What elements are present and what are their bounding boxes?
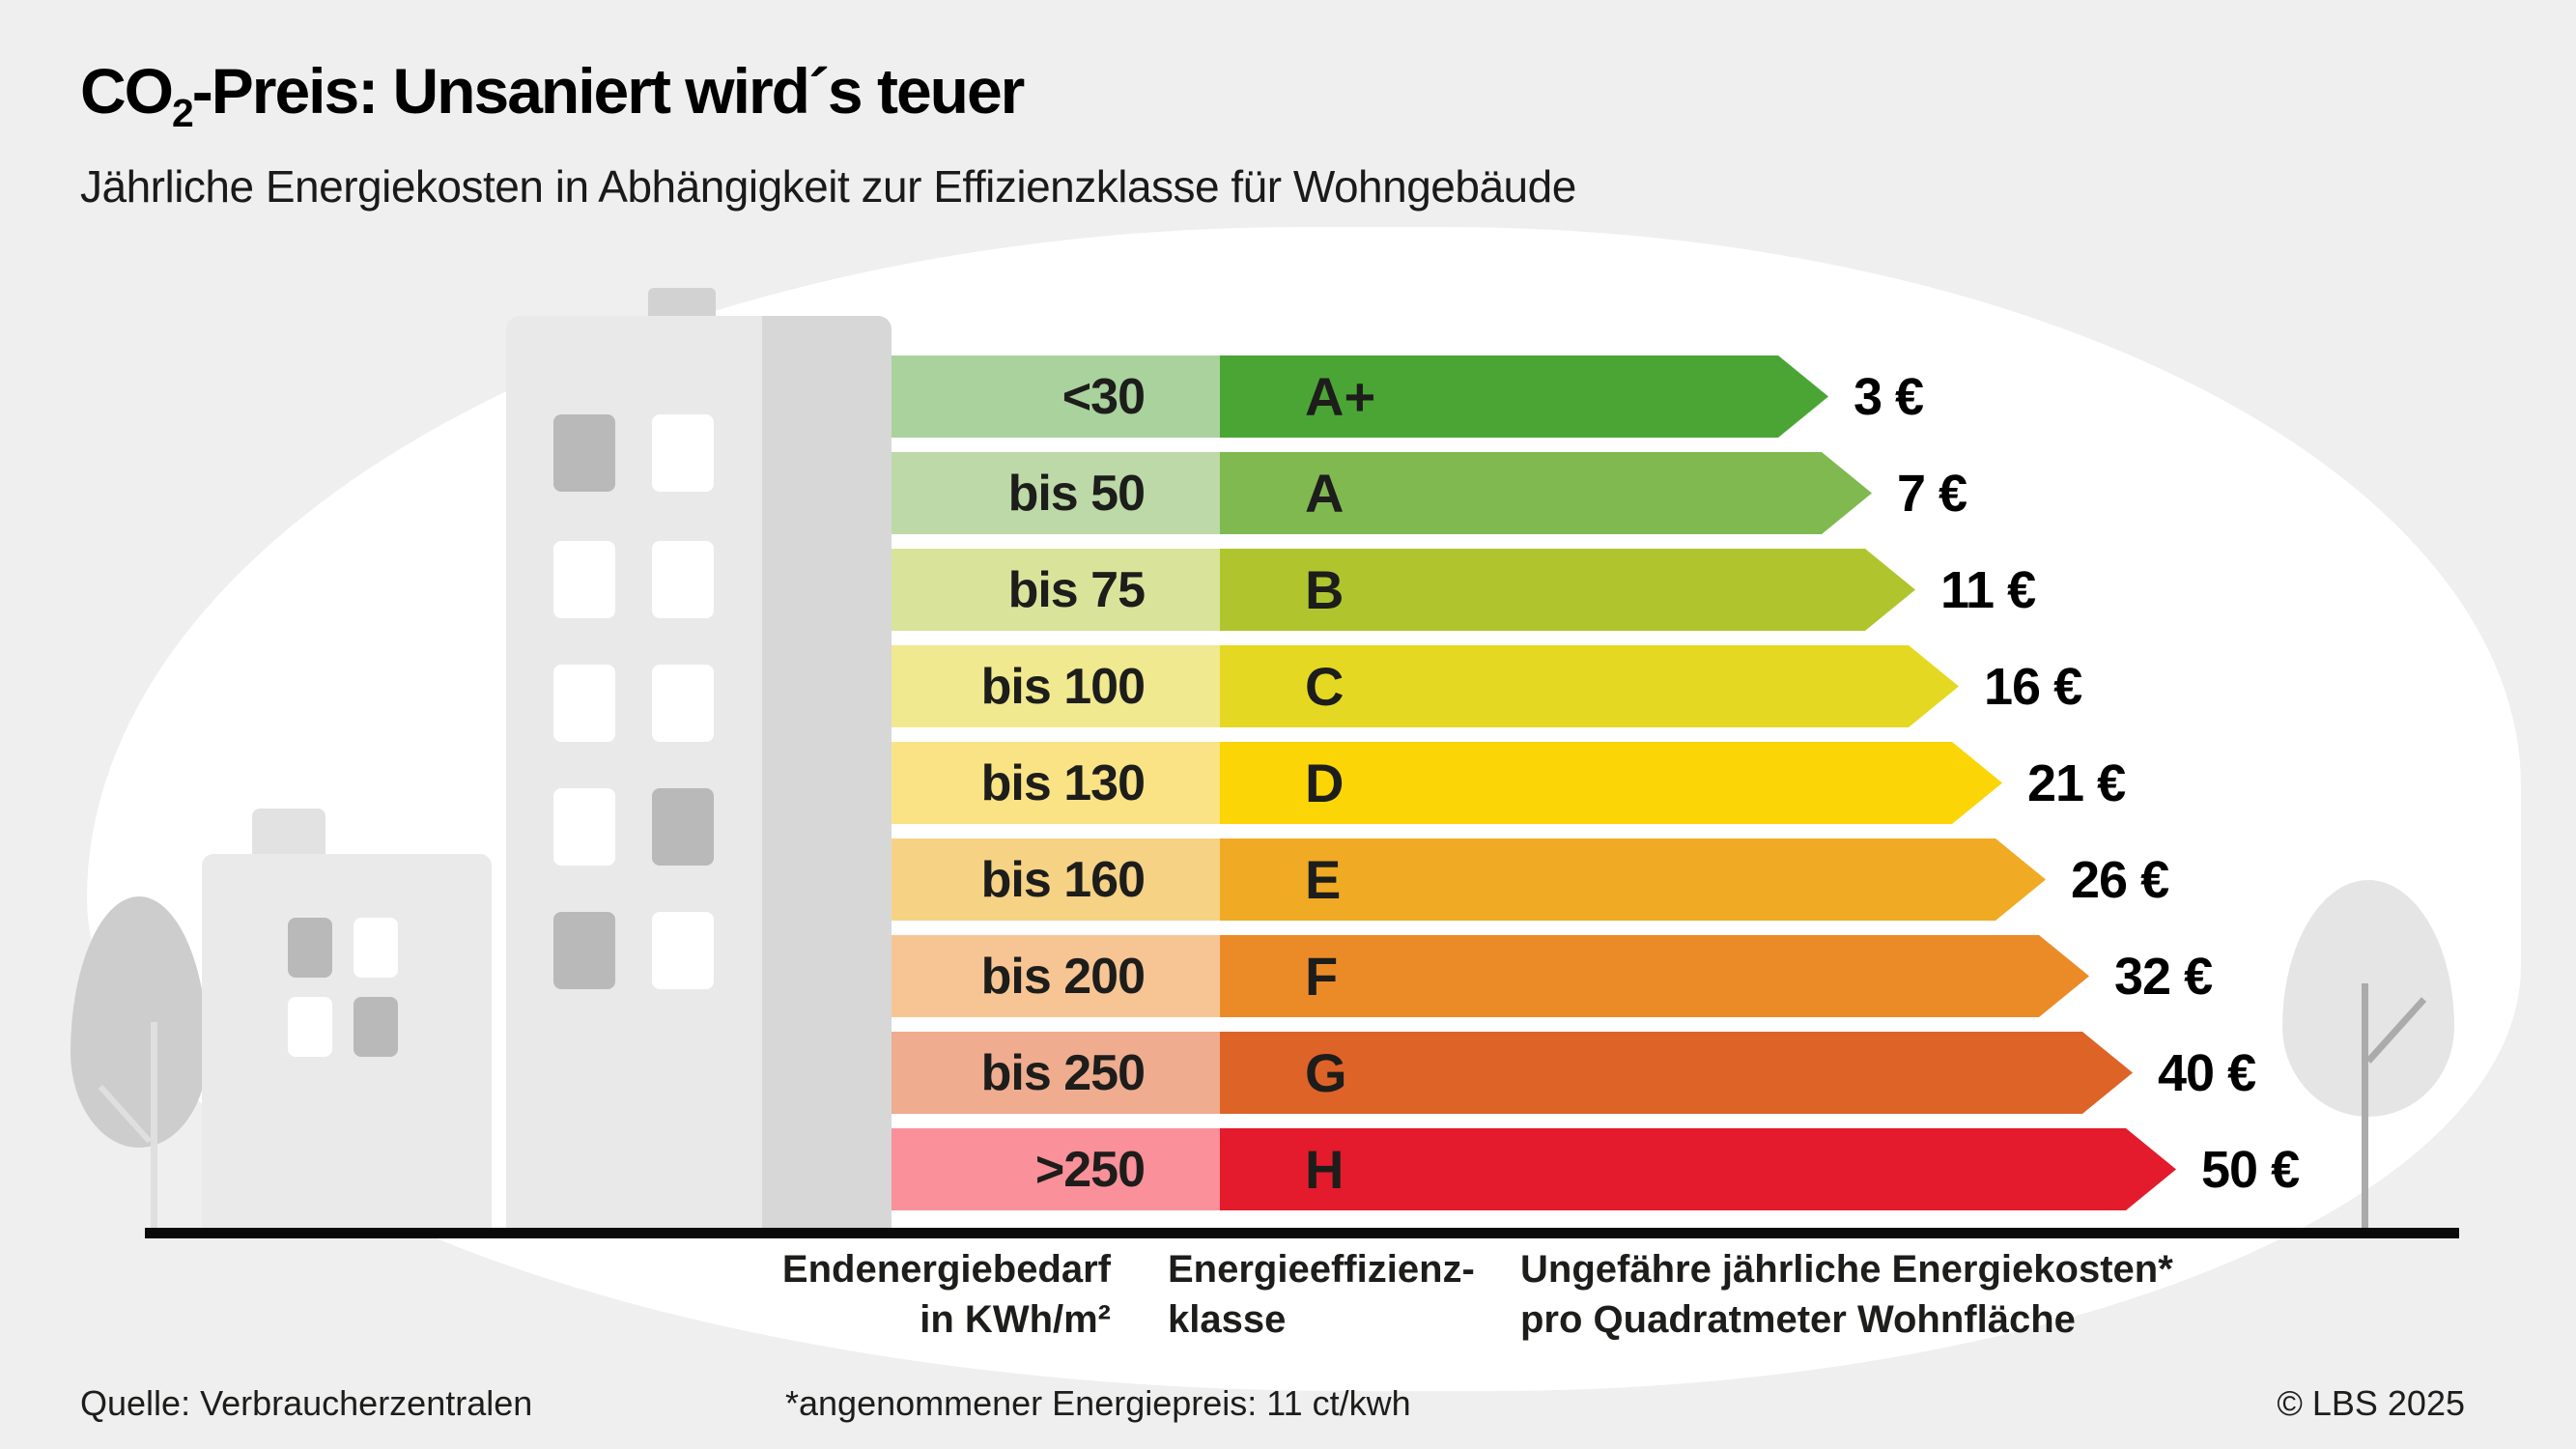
tree-right-trunk (2362, 983, 2368, 1234)
column-header-demand-line2: in KWh/m² (920, 1298, 1111, 1341)
window (652, 414, 714, 492)
window (354, 918, 398, 978)
tall-building-chimney (648, 288, 716, 319)
column-header-cost-line1: Ungefähre jährliche Energiekosten* (1520, 1248, 2173, 1291)
window (553, 541, 615, 618)
cost-label: 11 € (1940, 560, 2036, 619)
title-co: CO (80, 55, 174, 127)
cost-label: 7 € (1897, 464, 1967, 523)
price-assumption-note: *angenommener Energiepreis: 11 ct/kwh (785, 1383, 1411, 1423)
cost-label: 50 € (2201, 1140, 2300, 1199)
class-arrow: A+ (1220, 355, 1828, 438)
window (652, 665, 714, 742)
class-arrow: D (1220, 742, 2002, 824)
window (652, 912, 714, 989)
class-arrow: G (1220, 1032, 2133, 1114)
title-rest: -Preis: Unsaniert wird´s teuer (191, 55, 1026, 127)
window (553, 788, 615, 866)
title-subscript: 2 (172, 91, 194, 136)
column-header-demand: Endenergiebedarf in KWh/m² (676, 1244, 1111, 1345)
window (288, 997, 332, 1057)
cost-label: 40 € (2158, 1043, 2256, 1102)
window (553, 414, 615, 492)
window (553, 912, 615, 989)
demand-cell: bis 250 (892, 1032, 1220, 1114)
window (354, 997, 398, 1057)
cost-label: 21 € (2027, 753, 2126, 812)
column-header-demand-line1: Endenergiebedarf (781, 1248, 1111, 1291)
class-arrow: C (1220, 645, 1959, 727)
small-building-icon (202, 854, 492, 1234)
column-header-class-line2: klasse (1168, 1298, 1287, 1341)
cost-label: 3 € (1854, 367, 1924, 426)
tree-right-icon (2282, 880, 2454, 1117)
tree-left-icon (71, 896, 208, 1148)
cost-label: 26 € (2071, 850, 2169, 909)
class-arrow: F (1220, 935, 2089, 1017)
window (652, 788, 714, 866)
column-header-class-line1: Energieeffizienz- (1168, 1248, 1475, 1291)
class-arrow: B (1220, 549, 1915, 631)
ground-line (145, 1228, 2459, 1238)
small-building-chimney (252, 809, 326, 857)
demand-cell: bis 50 (892, 452, 1220, 534)
class-arrow: H (1220, 1128, 2176, 1210)
cost-label: 32 € (2114, 947, 2213, 1006)
tree-left-trunk (151, 1022, 157, 1234)
demand-cell: bis 75 (892, 549, 1220, 631)
demand-cell: bis 200 (892, 935, 1220, 1017)
demand-cell: <30 (892, 355, 1220, 438)
window (553, 665, 615, 742)
class-arrow: E (1220, 838, 2046, 921)
class-arrow: A (1220, 452, 1872, 534)
tall-building-side (762, 316, 892, 1234)
column-header-cost: Ungefähre jährliche Energiekosten* pro Q… (1520, 1244, 2293, 1345)
demand-cell: bis 130 (892, 742, 1220, 824)
column-header-class: Energieeffizienz- klasse (1168, 1244, 1573, 1345)
window (652, 541, 714, 618)
page-subtitle: Jährliche Energiekosten in Abhängigkeit … (80, 161, 1576, 212)
copyright: © LBS 2025 (2277, 1383, 2465, 1423)
window (288, 918, 332, 978)
cost-label: 16 € (1984, 657, 2082, 716)
tall-building-icon (506, 316, 762, 1234)
column-header-cost-line2: pro Quadratmeter Wohnfläche (1520, 1298, 2076, 1341)
demand-cell: bis 100 (892, 645, 1220, 727)
demand-cell: bis 160 (892, 838, 1220, 921)
page-title: CO2-Preis: Unsaniert wird´s teuer (80, 54, 1026, 133)
source-note: Quelle: Verbraucherzentralen (80, 1383, 533, 1423)
demand-cell: >250 (892, 1128, 1220, 1210)
